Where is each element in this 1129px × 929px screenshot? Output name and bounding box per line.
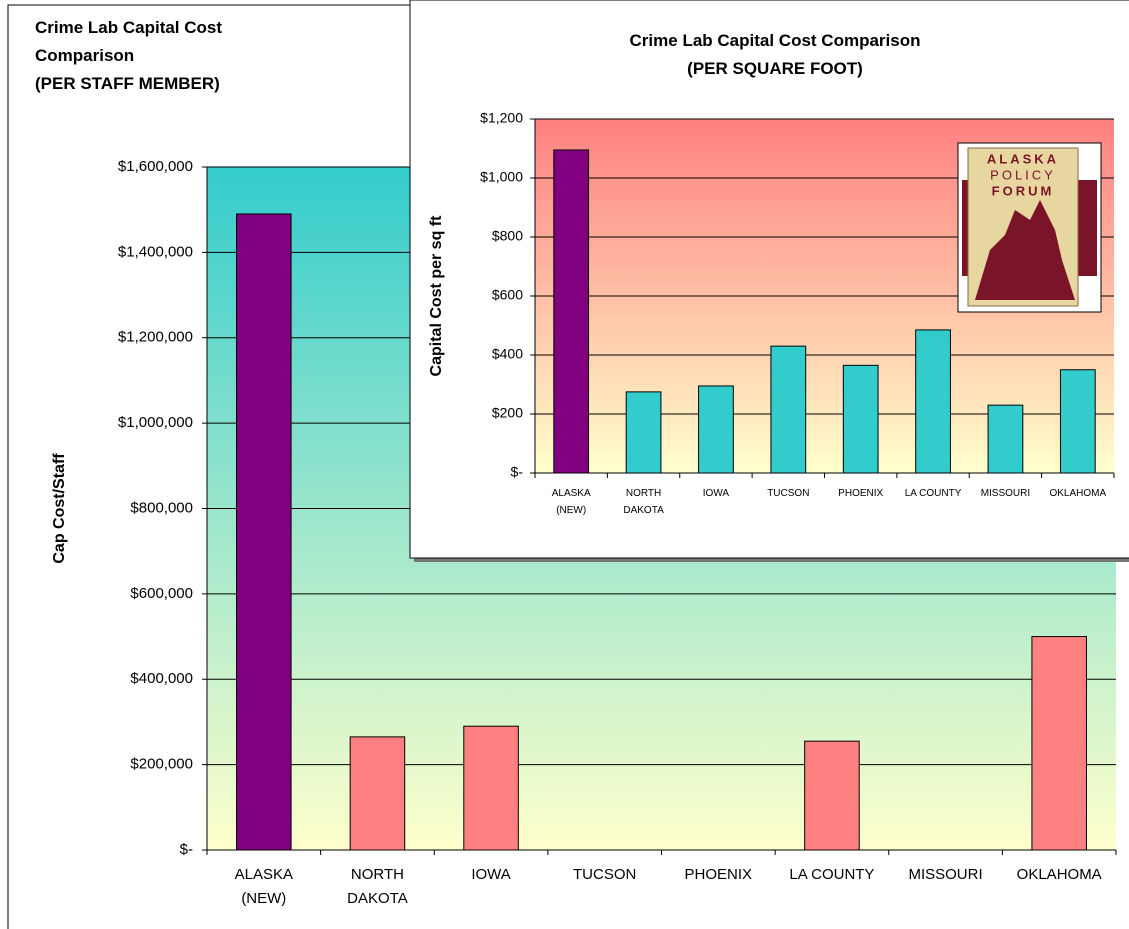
- x-tick-label: MISSOURI: [908, 866, 982, 883]
- y-tick-label: $800: [492, 228, 523, 244]
- x-tick-label: TUCSON: [767, 488, 809, 499]
- y-tick-label: $600,000: [130, 585, 193, 602]
- logo-text: POLICY: [990, 167, 1056, 182]
- bar: [625, 391, 662, 474]
- y-tick-label: $-: [180, 841, 193, 858]
- y-tick-label: $400: [492, 346, 523, 362]
- y-tick-label: $1,000: [480, 169, 523, 185]
- y-tick-label: $1,000,000: [118, 414, 193, 431]
- y-tick-label: $800,000: [130, 499, 193, 516]
- x-tick-label: ALASKA (NEW): [552, 488, 591, 516]
- bar: [1031, 636, 1087, 851]
- x-tick-label: OKLAHOMA: [1049, 488, 1106, 499]
- y-tick-label: $1,400,000: [118, 243, 193, 260]
- y-tick-label: $200: [492, 405, 523, 421]
- bar: [463, 725, 519, 851]
- x-tick-label: LA COUNTY: [789, 866, 874, 883]
- chart-title: Crime Lab Capital Cost Comparison (PER STA…: [35, 18, 222, 93]
- x-tick-label: OKLAHOMA: [1017, 866, 1102, 883]
- y-tick-label: $-: [511, 464, 524, 480]
- y-tick-label: $1,600,000: [118, 158, 193, 175]
- x-tick-label: LA COUNTY: [905, 488, 962, 499]
- y-axis-label: Capital Cost per sq ft: [428, 215, 445, 377]
- x-tick-label: MISSOURI: [981, 488, 1030, 499]
- bar: [553, 149, 590, 474]
- y-tick-label: $1,200: [480, 110, 523, 126]
- x-tick-label: PHOENIX: [685, 866, 753, 883]
- y-tick-label: $400,000: [130, 670, 193, 687]
- bar: [770, 345, 807, 474]
- bar: [987, 404, 1024, 474]
- x-tick-label: IOWA: [471, 866, 510, 883]
- y-axis-label: Cap Cost/Staff: [51, 453, 68, 564]
- bar: [349, 736, 406, 851]
- bar: [915, 329, 951, 474]
- logo: ALASKA POLICY FORUM: [957, 142, 1102, 313]
- x-tick-label: NORTH DAKOTA: [347, 866, 408, 907]
- x-tick-label: NORTH DAKOTA: [623, 488, 664, 516]
- x-tick-label: ALASKA (NEW): [235, 866, 293, 907]
- y-tick-label: $600: [492, 287, 523, 303]
- logo-map: [975, 200, 1075, 300]
- chart-title: Crime Lab Capital Cost Comparison (PER SQ…: [630, 31, 921, 78]
- bar: [698, 385, 734, 474]
- logo-text: ALASKA: [987, 151, 1059, 166]
- bar: [842, 364, 879, 474]
- x-tick-label: IOWA: [703, 488, 730, 499]
- y-tick-label: $1,200,000: [118, 329, 193, 346]
- bar: [236, 213, 292, 851]
- logo-text: FORUM: [992, 183, 1055, 198]
- x-tick-label: TUCSON: [573, 866, 636, 883]
- x-tick-label: PHOENIX: [838, 488, 883, 499]
- bar: [804, 740, 860, 851]
- bar: [1059, 369, 1096, 474]
- y-tick-label: $200,000: [130, 756, 193, 773]
